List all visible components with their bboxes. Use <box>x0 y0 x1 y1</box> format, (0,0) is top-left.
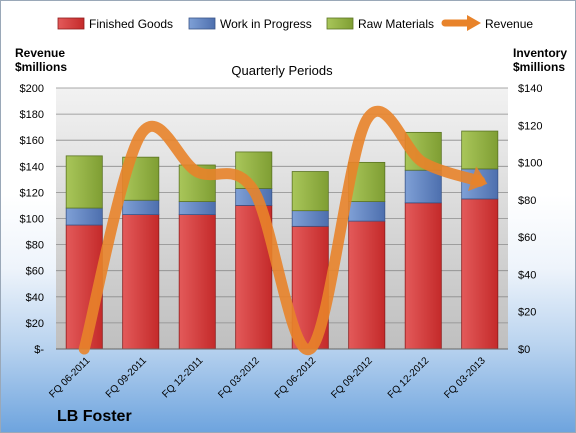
bar-segment <box>122 214 160 350</box>
bar-segment <box>348 220 386 350</box>
x-tick-label: FQ 12-2011 <box>160 355 205 400</box>
right-axis-title-line1: Inventory <box>513 46 568 60</box>
y-tick-right-label: $140 <box>518 83 542 95</box>
x-tick-label: FQ 09-2012 <box>329 355 375 401</box>
legend-label: Work in Progress <box>220 17 312 31</box>
x-tick-label: FQ 06-2011 <box>47 355 92 400</box>
y-tick-left-label: $- <box>34 344 44 356</box>
legend-swatch <box>188 17 216 30</box>
y-tick-left-label: $160 <box>20 135 44 147</box>
left-axis-title-line1: Revenue <box>15 46 66 60</box>
bar-segment <box>291 210 329 227</box>
y-tick-left-label: $100 <box>20 214 44 226</box>
y-tick-right-label: $120 <box>518 120 542 132</box>
x-tick-label: FQ 09-2011 <box>104 355 149 400</box>
y-tick-right-label: $80 <box>518 195 536 207</box>
legend-swatch <box>57 17 85 30</box>
bar-segment <box>65 207 103 226</box>
right-axis-title: Inventory $millions <box>513 46 567 74</box>
right-axis-title-line2: $millions <box>513 60 566 74</box>
y-tick-right-label: $60 <box>518 232 536 244</box>
legend-revenue-arrow <box>467 15 481 31</box>
y-tick-left-label: $80 <box>26 240 44 252</box>
bar-segment <box>404 202 442 350</box>
y-tick-right-label: $40 <box>518 269 536 281</box>
bar-segment <box>461 198 499 350</box>
y-tick-left-label: $200 <box>20 83 44 95</box>
y-tick-left-label: $140 <box>20 161 44 173</box>
bar-segment <box>348 201 386 222</box>
x-tick-label: FQ 12-2012 <box>386 355 432 401</box>
bar-segment <box>178 214 216 350</box>
y-tick-right-label: $20 <box>518 307 536 319</box>
y-tick-right-label: $100 <box>518 158 542 170</box>
x-tick-label: FQ 03-2013 <box>442 355 488 401</box>
revenue-line <box>78 105 486 355</box>
bar-segment <box>461 130 499 170</box>
x-tick-label: FQ 03-2012 <box>216 355 262 401</box>
legend-label: Revenue <box>485 17 533 31</box>
y-tick-left-label: $20 <box>26 318 44 330</box>
y-tick-left-label: $120 <box>20 187 44 199</box>
legend-swatch <box>326 17 354 30</box>
chart-title: Quarterly Periods <box>231 63 333 78</box>
revenue-arrowhead <box>468 166 488 192</box>
bar-segment <box>404 169 442 204</box>
y-tick-left-label: $180 <box>20 109 44 121</box>
company-name: LB Foster <box>57 408 132 425</box>
y-tick-right-label: $0 <box>518 344 530 356</box>
bar-segment <box>65 155 103 209</box>
legend-label: Raw Materials <box>358 17 434 31</box>
y-tick-left-label: $40 <box>26 292 44 304</box>
left-axis-title: Revenue $millions <box>15 46 67 74</box>
x-tick-label: FQ 06-2012 <box>273 355 319 401</box>
bar-segment <box>122 199 160 215</box>
y-tick-left-label: $60 <box>26 266 44 278</box>
left-axis-title-line2: $millions <box>15 60 68 74</box>
bar-segment <box>291 171 329 212</box>
bar-segment <box>178 201 216 215</box>
legend-label: Finished Goods <box>89 17 173 31</box>
